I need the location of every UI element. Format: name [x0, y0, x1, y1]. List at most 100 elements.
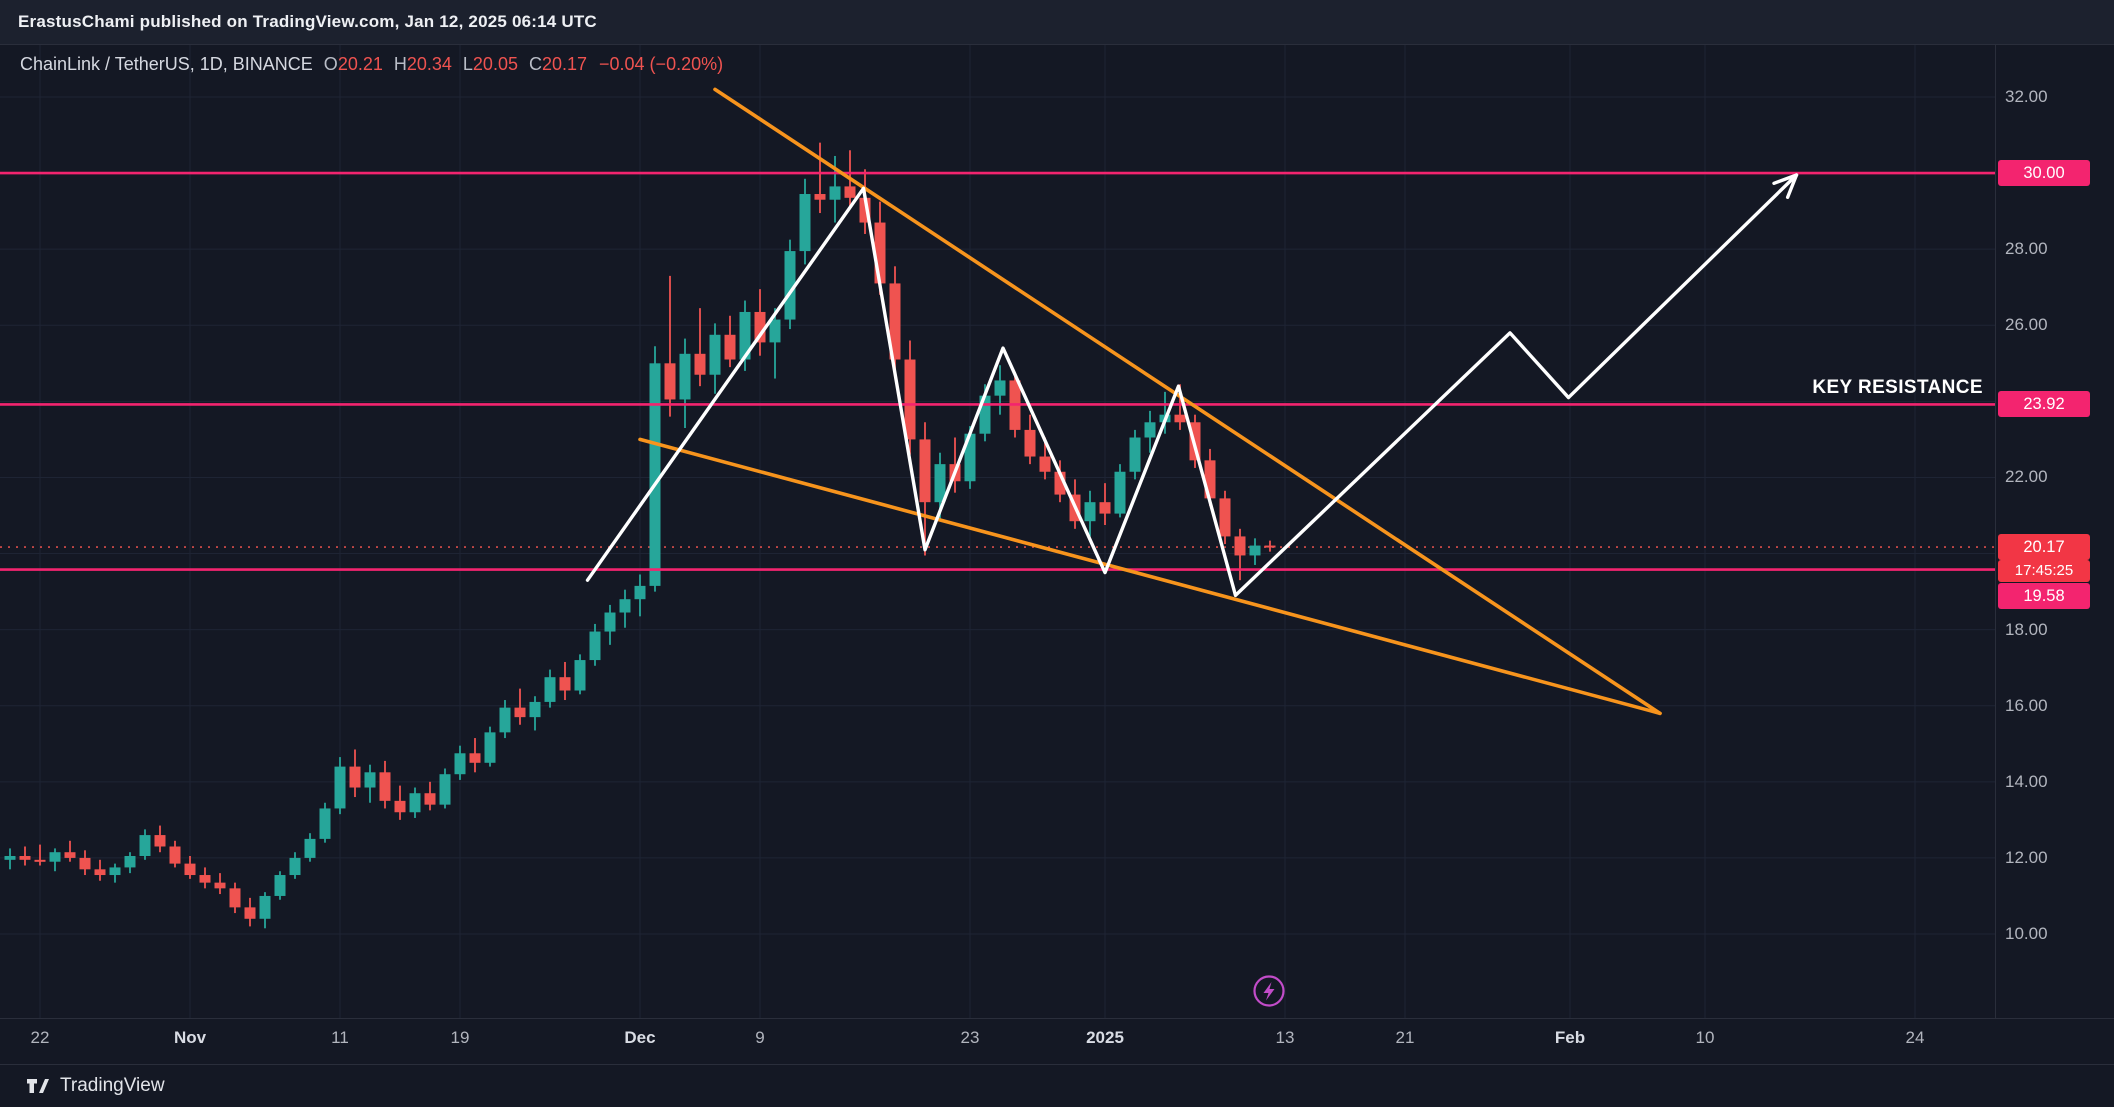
bar-countdown-label: 17:45:25	[1998, 560, 2090, 583]
published-text: ErastusChami published on TradingView.co…	[18, 12, 597, 31]
candle	[589, 623, 601, 666]
candle	[724, 315, 736, 368]
candle	[64, 840, 76, 862]
candle	[199, 867, 211, 889]
candle	[499, 700, 511, 739]
candle	[514, 688, 526, 725]
candle	[334, 757, 346, 815]
candle	[799, 178, 811, 265]
candle	[214, 873, 226, 895]
candle	[544, 669, 556, 708]
candle	[559, 661, 571, 701]
ohlc-value: 20.34	[406, 54, 452, 74]
price-tick: 10.00	[2005, 924, 2048, 943]
candle	[409, 787, 421, 818]
chart-legend: ChainLink / TetherUS, 1D, BINANCE O20.21…	[20, 54, 723, 75]
candle	[439, 768, 451, 809]
symbol-title[interactable]: ChainLink / TetherUS, 1D, BINANCE	[20, 54, 313, 74]
candle	[994, 365, 1006, 415]
tradingview-logo-icon[interactable]	[26, 1076, 50, 1096]
level-price-label: 19.58	[1998, 582, 2090, 609]
candle	[709, 323, 721, 394]
candle	[619, 589, 631, 628]
last-price-label: 20.17	[1998, 534, 2090, 561]
candle	[139, 829, 151, 860]
grid-layer	[0, 45, 1995, 1018]
price-tick: 16.00	[2005, 695, 2048, 715]
level-price-label: 23.92	[1998, 391, 2090, 418]
candle	[769, 308, 781, 379]
candle	[244, 897, 256, 927]
candle	[1024, 414, 1036, 465]
published-bar: ErastusChami published on TradingView.co…	[0, 0, 2114, 45]
candle	[889, 266, 901, 371]
ohlc-value: 20.05	[472, 54, 518, 74]
ohlc-letter: C	[528, 54, 542, 74]
time-tick: 11	[331, 1028, 349, 1047]
time-tick: 13	[1275, 1028, 1295, 1047]
candle	[274, 871, 286, 900]
ohlc-value: 20.21	[337, 54, 383, 74]
time-tick: 2025	[1086, 1028, 1124, 1047]
time-tick: 9	[755, 1028, 765, 1047]
candle	[394, 785, 406, 820]
price-axis[interactable]: 32.00 28.00 26.00 22.00 18.00 16.00 14.00 12.00…	[1995, 45, 2114, 1018]
time-tick: 21	[1395, 1028, 1415, 1047]
candle	[1114, 464, 1126, 518]
candle	[259, 892, 271, 929]
time-tick: Feb	[1554, 1028, 1586, 1047]
candle	[319, 802, 331, 843]
key-resistance-label: KEY RESISTANCE	[1812, 377, 1983, 398]
candle	[1249, 538, 1261, 565]
candle	[1084, 490, 1096, 537]
lightning-bolt-icon	[1263, 982, 1275, 1001]
time-tick: Dec	[624, 1028, 656, 1047]
candle	[424, 781, 436, 811]
candle	[79, 850, 91, 876]
candle	[664, 275, 676, 417]
candle	[1054, 460, 1066, 503]
candle	[1099, 483, 1111, 526]
tradingview-wordmark: TradingView	[60, 1075, 165, 1096]
candle	[529, 696, 541, 731]
price-tick: 14.00	[2005, 771, 2048, 791]
candle	[919, 422, 931, 556]
candle	[484, 726, 496, 767]
footer-bar: TradingView	[0, 1064, 2114, 1107]
price-tick: 32.00	[2005, 87, 2048, 106]
candle	[19, 846, 31, 866]
candle	[364, 764, 376, 803]
ohlc-letter: H	[393, 54, 407, 74]
time-tick: 22	[30, 1028, 50, 1047]
projection-path[interactable]	[585, 173, 1799, 598]
candle	[469, 738, 481, 773]
time-tick: 24	[1905, 1028, 1925, 1047]
candle	[1144, 410, 1156, 453]
candle	[814, 142, 826, 214]
candle	[604, 604, 616, 645]
candle	[904, 340, 916, 455]
candle	[1219, 490, 1231, 545]
candle	[289, 852, 301, 879]
time-tick: 19	[450, 1028, 470, 1047]
candle	[349, 749, 361, 798]
price-tick: 18.00	[2005, 619, 2048, 639]
change-value: −0.04 (−0.20%)	[599, 54, 724, 74]
time-tick: 10	[1695, 1028, 1715, 1047]
price-tick: 12.00	[2005, 847, 2048, 867]
ohlc-letter: L	[462, 54, 473, 74]
ohlc-letter: O	[323, 54, 338, 74]
flash-icon[interactable]	[1249, 971, 1289, 1011]
candle	[754, 289, 766, 356]
lower-wedge-line[interactable]	[638, 437, 1662, 716]
candle	[304, 833, 316, 862]
candle	[4, 848, 16, 870]
flash-icon-circle	[1253, 975, 1285, 1007]
time-axis[interactable]: 22 Nov 11 19 Dec 9 23 2025 13 21 Feb 10 24	[0, 1018, 2114, 1064]
projection-arrowhead	[1772, 173, 1799, 200]
candle	[784, 239, 796, 330]
upper-wedge-line[interactable]	[713, 87, 1662, 716]
price-tick: 22.00	[2005, 467, 2048, 487]
